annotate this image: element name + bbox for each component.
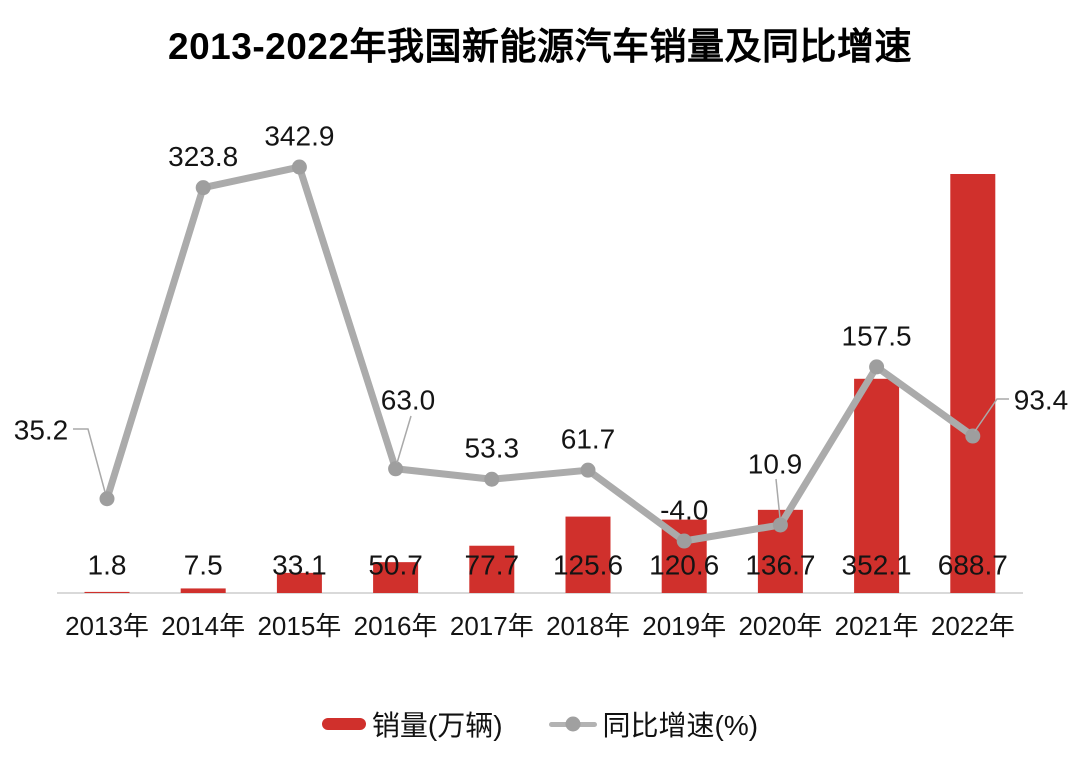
bar-2013 xyxy=(84,591,130,593)
sales-label-2017: 77.7 xyxy=(465,550,520,581)
sales-label-2019: 120.6 xyxy=(649,550,719,581)
growth-label-2014: 323.8 xyxy=(168,141,238,172)
x-axis-label-2020: 2020年 xyxy=(738,611,822,641)
legend-item-growth: 同比增速(%) xyxy=(548,704,759,744)
bar-2014 xyxy=(180,588,226,593)
growth-point-2020 xyxy=(772,517,788,533)
growth-point-2015 xyxy=(291,159,307,175)
growth-point-2019 xyxy=(676,533,692,549)
growth-label-2016: 63.0 xyxy=(381,385,436,416)
growth-label-2017: 53.3 xyxy=(465,433,520,464)
x-axis-label-2015: 2015年 xyxy=(257,611,341,641)
legend-label-sales: 销量(万辆) xyxy=(371,710,503,741)
growth-point-2016 xyxy=(388,461,404,477)
bar-2018 xyxy=(565,516,611,593)
sales-label-2022: 688.7 xyxy=(938,550,1008,581)
growth-point-2022 xyxy=(965,428,981,444)
legend-label-growth: 同比增速(%) xyxy=(602,710,759,741)
growth-point-2014 xyxy=(195,180,211,196)
leader-line-2013 xyxy=(73,428,106,493)
x-axis-label-2021: 2021年 xyxy=(835,611,919,641)
x-axis-label-2017: 2017年 xyxy=(450,611,534,641)
growth-label-2021: 157.5 xyxy=(842,320,912,351)
leader-line-2022 xyxy=(974,398,1009,432)
chart-legend: 销量(万辆) 同比增速(%) xyxy=(0,703,1080,745)
x-axis-label-2014: 2014年 xyxy=(161,611,245,641)
sales-label-2021: 352.1 xyxy=(842,550,912,581)
bar-2015 xyxy=(276,572,322,593)
leader-line-2020 xyxy=(775,478,781,519)
x-axis-label-2019: 2019年 xyxy=(642,611,726,641)
sales-label-2020: 136.7 xyxy=(745,550,815,581)
growth-label-2020: 10.9 xyxy=(748,449,803,480)
growth-label-2018: 61.7 xyxy=(561,424,616,455)
growth-label-2013: 35.2 xyxy=(14,415,69,446)
sales-label-2013: 1.8 xyxy=(88,550,127,581)
growth-line-marker-icon xyxy=(548,716,597,732)
sales-label-2014: 7.5 xyxy=(184,550,223,581)
bar-2017 xyxy=(469,545,515,593)
growth-point-2017 xyxy=(484,471,500,487)
leader-line-2016 xyxy=(396,415,412,464)
bar-2022 xyxy=(950,173,996,593)
sales-label-2016: 50.7 xyxy=(368,550,423,581)
bar-2021 xyxy=(854,378,900,593)
bar-2016 xyxy=(373,562,419,593)
growth-point-2013 xyxy=(99,491,115,507)
legend-item-sales: 销量(万辆) xyxy=(321,704,503,744)
chart-title: 2013-2022年我国新能源汽车销量及同比增速 xyxy=(168,26,912,67)
x-axis-label-2013: 2013年 xyxy=(65,611,149,641)
growth-line xyxy=(103,163,977,545)
x-axis-label-2022: 2022年 xyxy=(931,611,1015,641)
x-axis-label-2018: 2018年 xyxy=(546,611,630,641)
growth-point-2021 xyxy=(869,359,885,375)
sales-label-2015: 33.1 xyxy=(272,550,327,581)
sales-bar-swatch-icon xyxy=(321,718,366,730)
growth-label-2015: 342.9 xyxy=(264,121,334,152)
sales-label-2018: 125.6 xyxy=(553,550,623,581)
growth-point-2018 xyxy=(580,462,596,478)
x-axis-label-2016: 2016年 xyxy=(354,611,438,641)
growth-label-2022: 93.4 xyxy=(1014,385,1069,416)
growth-label-2019: -4.0 xyxy=(660,495,708,526)
